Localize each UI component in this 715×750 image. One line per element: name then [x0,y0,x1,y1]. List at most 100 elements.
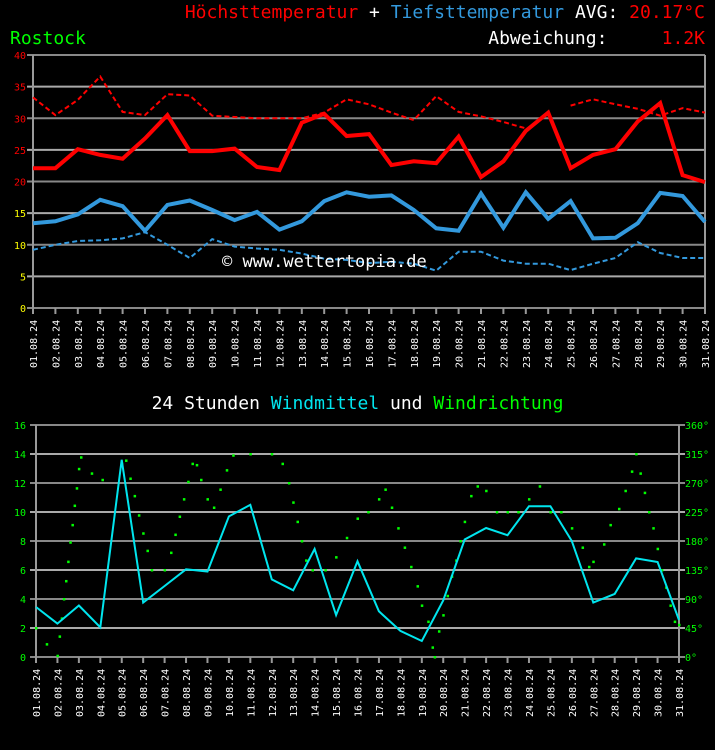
y-tick-label: 6 [20,566,26,577]
x-tick-label: 20.08.24 [455,320,466,368]
series-line-h-chsttemperatur [33,99,706,185]
x-tick-label: 13.08.24 [289,669,300,717]
wind-direction-dot [73,504,77,508]
wind-direction-dot [281,462,284,466]
x-tick-label: 03.08.24 [74,320,85,368]
wind-title-mid: und [379,393,434,414]
wind-direction-dot [182,498,186,501]
wind-direction-dot [232,454,235,457]
y-tick-label: 10 [14,508,26,519]
wind-direction-dot [437,630,441,633]
x-tick-label: 10.08.24 [225,669,236,717]
wind-direction-dot [335,556,338,559]
x-tick-label: 05.08.24 [119,320,130,368]
x-tick-label: 01.08.24 [29,320,40,368]
wind-direction-dot [178,515,182,519]
wind-direction-dot [403,546,407,549]
deviation-value: 1.2K [661,28,705,49]
wind-direction-dot [125,459,128,462]
deviation-row: Abweichung: 1.2K [488,29,705,49]
x-tick-label: 08.08.24 [186,320,197,368]
x-tick-label: 06.08.24 [141,320,152,368]
y2-tick-label: 225° [685,508,709,519]
wind-direction-dot [630,470,634,473]
wind-direction-dot [75,487,79,490]
wind-direction-dot [212,506,216,509]
wind-direction-dot [470,494,473,498]
wind-direction-dot [62,598,66,601]
wind-direction-dot [592,560,595,564]
x-tick-label: 22.08.24 [482,669,493,717]
y2-tick-label: 90° [685,595,703,606]
wind-chart-title: 24 Stunden Windmittel und Windrichtung [0,394,715,414]
wind-direction-dot [527,498,531,501]
wind-direction-dot [476,485,480,488]
x-tick-label: 26.08.24 [568,669,579,717]
wind-direction-dot [643,491,647,495]
y-tick-label: 5 [20,272,26,283]
watermark: © www.wettertopia.de [222,252,427,272]
x-tick-label: 02.08.24 [51,320,62,368]
y-tick-label: 40 [14,51,26,62]
y2-tick-label: 0° [685,653,697,664]
avg-label: AVG: [564,2,630,23]
wind-direction-dot [560,511,563,514]
wind-direction-dot [390,506,394,509]
x-tick-label: 13.08.24 [298,320,309,368]
series-line-tiefsttemperatur [32,188,707,241]
y-tick-label: 16 [14,421,26,432]
avg-value: 20.17°C [629,2,705,23]
wind-direction-dot [305,559,308,562]
title-min: Tiefsttemperatur [390,2,565,23]
wind-direction-dot [397,527,400,530]
x-tick-label: 12.08.24 [268,669,279,717]
x-tick-label: 23.08.24 [504,669,515,717]
wind-direction-dot [647,511,651,514]
wind-direction-dot [446,594,450,598]
wind-direction-dot [324,569,327,572]
wind-direction-dot [678,623,681,627]
series-line-h-chsttemperatur-rekord [570,98,706,117]
x-tick-label: 07.08.24 [163,320,174,368]
x-tick-label: 19.08.24 [418,669,429,717]
station-name: Rostock [10,28,86,49]
wind-direction-dot [71,523,74,527]
wind-direction-dot [296,520,299,524]
x-tick-label: 05.08.24 [118,669,129,717]
wind-direction-dot [377,498,381,501]
x-tick-label: 24.08.24 [525,669,536,717]
wind-direction-dot [45,643,49,646]
x-tick-label: 16.08.24 [365,320,376,368]
x-tick-label: 27.08.24 [611,320,622,368]
chart-title-row: Höchsttemperatur + Tiefsttemperatur AVG:… [185,3,705,23]
wind-direction-dot [170,551,173,555]
wind-direction-dot [56,654,59,658]
x-tick-label: 28.08.24 [611,669,622,717]
x-tick-label: 17.08.24 [375,669,386,717]
wind-direction-dot [581,546,585,549]
wind-title-direction: Windrichtung [433,393,564,414]
wind-direction-dot [133,494,137,498]
title-max: Höchsttemperatur [184,2,359,23]
x-tick-label: 25.08.24 [567,320,578,368]
wind-direction-dot [459,540,462,543]
y-tick-label: 12 [14,479,26,490]
wind-direction-dot [506,511,510,514]
y-tick-label: 25 [14,146,26,157]
wind-direction-dot [602,543,606,546]
x-tick-label: 18.08.24 [410,320,421,368]
x-tick-label: 27.08.24 [589,669,600,717]
series-line-h-chsttemperatur-rekord [32,74,527,130]
y-tick-label: 0 [20,304,26,315]
wind-direction-dot [635,453,638,456]
wind-direction-dot [69,541,72,544]
wind-direction-dot [90,472,94,475]
wind-direction-dot [609,523,612,527]
wind-direction-dot [538,485,542,488]
x-tick-label: 09.08.24 [208,320,219,368]
x-tick-label: 19.08.24 [432,320,443,368]
wind-direction-dot [367,511,370,514]
wind-direction-dot [639,472,642,475]
wind-direction-dot [150,569,154,572]
